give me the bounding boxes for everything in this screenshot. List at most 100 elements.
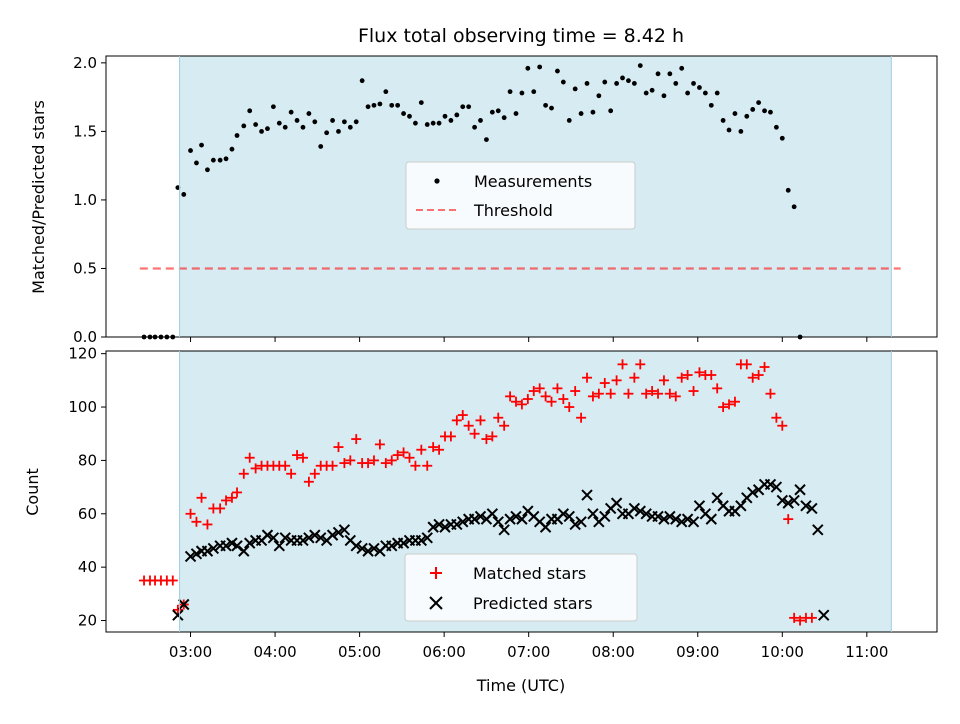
matched-star-point [528, 386, 539, 397]
x-tick-label: 07:00 [507, 643, 550, 661]
matched-star-point [386, 455, 397, 466]
predicted-star-point [628, 502, 641, 515]
matched-star-point [339, 458, 350, 469]
measurement-point [430, 120, 436, 126]
matched-star-point [511, 396, 522, 407]
measurement-point [631, 81, 637, 86]
measurement-point [519, 90, 525, 96]
matched-star-point [232, 487, 243, 498]
measurement-point [401, 111, 406, 116]
matched-star-point [505, 391, 516, 402]
predicted-star-point [238, 545, 250, 557]
matched-star-point [226, 492, 237, 503]
measurement-point [484, 137, 489, 143]
predicted-star-point [273, 540, 286, 552]
measurement-point [608, 108, 614, 114]
matched-star-point [374, 439, 385, 450]
measurement-point [626, 78, 631, 84]
matched-star-point [475, 415, 486, 426]
matched-star-point [457, 410, 468, 421]
matched-star-point [623, 388, 634, 399]
measurement-point [620, 75, 625, 81]
predicted-star-point [315, 532, 327, 544]
matched-star-point [641, 388, 652, 399]
matched-star-point [351, 434, 362, 445]
measurement-point [667, 71, 673, 77]
predicted-star-point [433, 518, 445, 531]
measurement-point [691, 81, 696, 86]
matched-star-point [493, 412, 504, 423]
measurement-point [336, 128, 341, 134]
bottom-panel-legend: Matched stars Predicted stars [404, 553, 638, 622]
measurement-point [649, 87, 655, 93]
matched-star-point [718, 402, 729, 413]
measurement-point [436, 120, 442, 126]
measurement-point [673, 81, 679, 86]
matched-star-point [221, 495, 232, 506]
x-tick-label: 10:00 [761, 643, 804, 661]
measurement-point [697, 85, 702, 90]
y-tick-label: 1.5 [73, 122, 97, 140]
predicted-star-point [747, 486, 759, 499]
predicted-star-point [664, 510, 676, 523]
measurement-point [210, 157, 216, 163]
predicted-star-point [350, 540, 362, 552]
predicted-star-point [687, 516, 700, 528]
predicted-star-point [386, 540, 398, 552]
matched-star-point [309, 468, 320, 479]
matched-star-point [747, 372, 758, 383]
bottom-panel-marks [139, 359, 830, 626]
measurement-point [270, 104, 276, 110]
predicted-star-point [338, 524, 351, 536]
matched-star-point [712, 383, 723, 394]
predicted-star-point [681, 513, 694, 525]
measurement-point [448, 118, 454, 123]
matched-star-point [244, 452, 255, 463]
predicted-star-point [711, 492, 723, 504]
predicted-star-point [675, 516, 688, 528]
chart-title: Flux total observing time = 8.42 h [358, 25, 684, 47]
measurement-point [507, 89, 513, 95]
measurement-point [744, 113, 750, 119]
matched-star-point [297, 452, 308, 463]
predicted-star-point [504, 513, 516, 525]
predicted-star-point [539, 521, 552, 533]
y-tick-label: 0.5 [73, 259, 97, 277]
matched-star-point [191, 516, 202, 527]
matched-star-point [327, 460, 338, 471]
matched-star-point [688, 386, 699, 397]
bottom-panel-frame [105, 350, 938, 633]
matched-star-point [694, 367, 705, 378]
predicted-star-point [468, 513, 481, 525]
predicted-star-point [563, 510, 575, 523]
matched-star-point [706, 370, 717, 381]
y-tick-label: 60 [78, 505, 97, 523]
predicted-star-point [782, 497, 794, 509]
measurement-point [460, 104, 466, 110]
y-tick-label: 0.0 [73, 328, 97, 346]
x-tick-label: 09:00 [676, 643, 719, 661]
matched-star-point [789, 612, 800, 623]
x-tick-label: 03:00 [169, 643, 212, 661]
matched-star-point [806, 612, 817, 623]
predicted-star-point [451, 518, 463, 531]
measurement-point [732, 111, 738, 116]
predicted-star-point [575, 516, 587, 528]
x-tick-label: 06:00 [423, 643, 466, 661]
matched-star-point [286, 468, 297, 479]
matched-star-point [611, 375, 622, 386]
matched-star-point [451, 415, 462, 426]
measurement-point [720, 118, 726, 123]
predicted-star-point [492, 516, 504, 528]
predicted-star-point [812, 524, 824, 536]
measurement-point [347, 124, 353, 130]
measurement-point [383, 89, 389, 95]
matched-star-point [522, 394, 533, 405]
predicted-star-point [776, 494, 789, 507]
y-tick-label: 120 [68, 345, 97, 363]
matched-star-point [404, 452, 415, 463]
measurement-point [560, 79, 566, 85]
predicted-star-point [557, 508, 570, 520]
predicted-star-point [184, 550, 197, 563]
measurement-point [572, 86, 578, 92]
